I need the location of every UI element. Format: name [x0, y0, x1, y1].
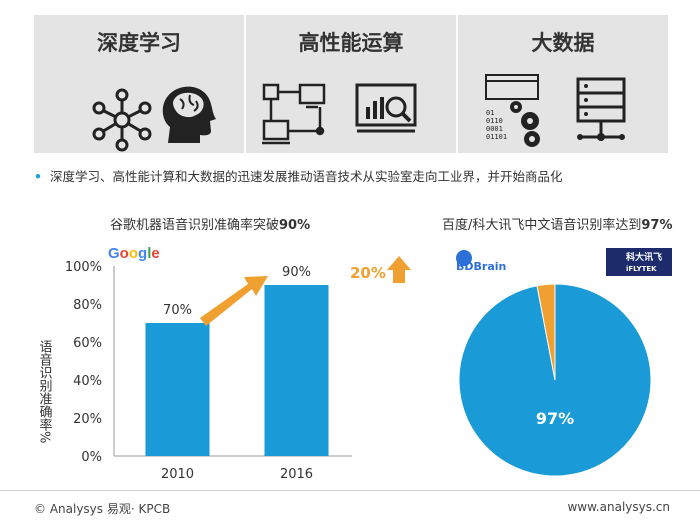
pie-data-label: 97% [536, 409, 574, 428]
footer-copyright: © Analysys 易观· KPCB [34, 502, 171, 516]
left-chart-title: 谷歌机器语音识别准确率突破90% [110, 214, 310, 233]
increase-arrow-icon [200, 276, 268, 326]
data-label: 70% [163, 303, 192, 318]
x-tick-label: 2016 [280, 467, 313, 482]
svg-text:01: 01 [486, 109, 494, 117]
y-tick-label: 60% [73, 336, 102, 351]
panel-title: 高性能运算 [298, 31, 404, 55]
y-tick-label: 40% [73, 374, 102, 389]
footer-website: www.analysys.cn [567, 500, 670, 514]
footer-divider [0, 490, 700, 491]
brain-head-icon [162, 86, 216, 143]
up-arrow-icon [387, 256, 411, 283]
y-tick-label: 80% [73, 298, 102, 313]
neural-network-icon [92, 88, 152, 152]
right-chart-title-emph: 97% [641, 218, 673, 233]
y-tick-label: 100% [65, 260, 102, 275]
y-tick-label: 20% [73, 412, 102, 427]
bar-2016 [264, 285, 329, 456]
bullet-dot: • [34, 169, 42, 184]
summary-text: 深度学习、高性能计算和大数据的迅速发展推动语音技术从实验室走向工业界，并开始商品… [50, 169, 563, 184]
x-tick-label: 2010 [161, 467, 194, 482]
y-axis-label: 语音识别准确率% [37, 340, 53, 443]
panel-title: 大数据 [531, 31, 595, 55]
iflytek-logo-top: 科大讯飞 [626, 251, 662, 263]
monitor-analytics-icon [355, 83, 417, 133]
bar-chart: Google 语音识别准确率% 0% 20% 40% 60% 80% 100% 2010 70… [37, 245, 411, 482]
panel-big-data: 大数据 01 0110 0001 01101 [458, 15, 668, 153]
left-chart-title-prefix: 谷歌机器语音识别准确率突破 [110, 218, 280, 233]
pie-slice-1 [536, 283, 556, 381]
right-chart-title: 百度/科大讯飞中文语音识别率达到97% [442, 214, 673, 233]
panel-deep-learning: 深度学习 [34, 15, 244, 153]
computer-network-icon [262, 83, 326, 145]
pie-chart: BDBrain 科大讯飞 iFLYTEK 97% [456, 248, 672, 477]
svg-text:0001: 0001 [486, 125, 503, 133]
y-tick-label: 0% [81, 450, 102, 465]
data-label: 90% [282, 265, 311, 280]
iflytek-logo-bottom: iFLYTEK [626, 265, 657, 273]
iflytek-logo: 科大讯飞 iFLYTEK [606, 248, 672, 276]
left-chart-title-emph: 90% [279, 218, 311, 233]
server-icon [576, 77, 626, 141]
data-gears-icon: 01 0110 0001 01101 [485, 74, 540, 147]
panel-title: 深度学习 [97, 31, 181, 55]
bdbrain-logo-text: BDBrain [456, 260, 506, 273]
svg-text:0110: 0110 [486, 117, 503, 125]
bdbrain-logo: BDBrain [456, 250, 506, 273]
right-chart-title-prefix: 百度/科大讯飞中文语音识别率达到 [442, 218, 642, 233]
increase-label: 20% [350, 264, 386, 282]
bar-2010 [145, 323, 210, 456]
panel-high-performance-computing: 高性能运算 [246, 15, 456, 153]
summary-bullet: • 深度学习、高性能计算和大数据的迅速发展推动语音技术从实验室走向工业界，并开始商… [34, 166, 563, 185]
svg-text:01101: 01101 [486, 133, 507, 141]
google-logo: Google [108, 245, 160, 262]
